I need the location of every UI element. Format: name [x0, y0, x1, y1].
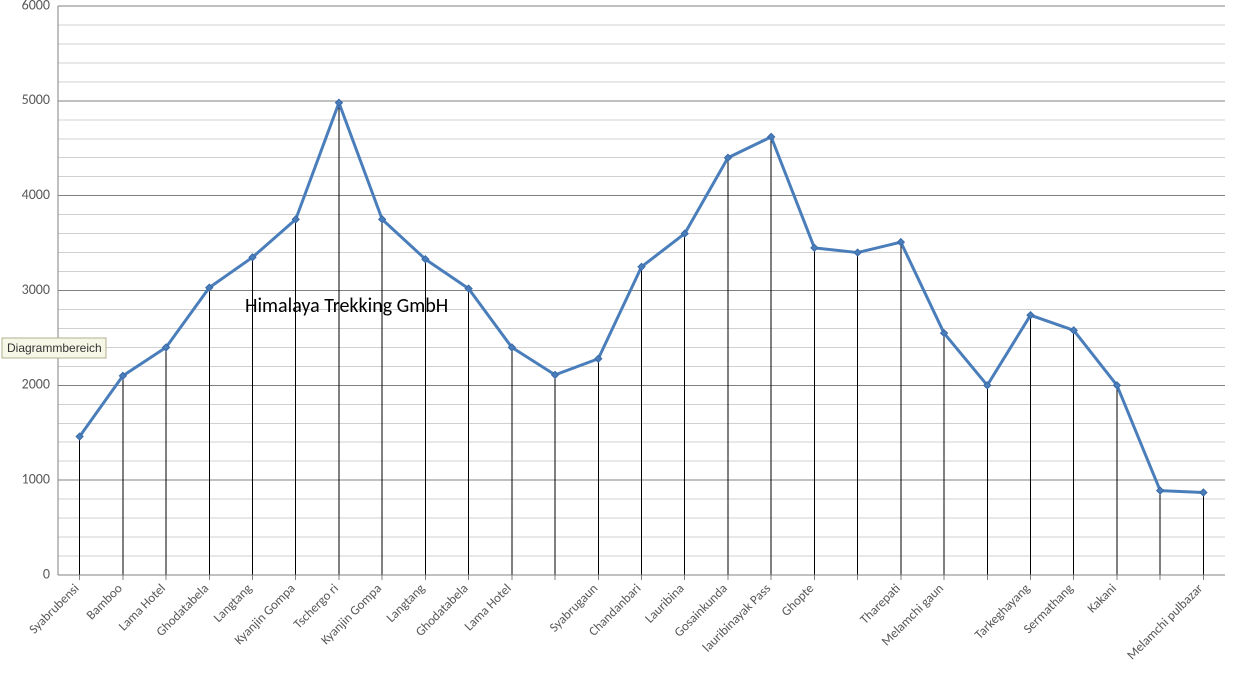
x-tick-label: Tarkeghayang — [972, 581, 1033, 642]
x-tick-label: Lama Hotel — [462, 581, 515, 634]
x-tick-label: Kakani — [1085, 581, 1120, 616]
x-tick-label: Langtang — [384, 581, 428, 625]
x-tick-label: Langtang — [211, 581, 255, 625]
x-tick-label: Syabrubensi — [26, 581, 82, 637]
x-tick-label: Bamboo — [84, 581, 126, 623]
watermark-text: Himalaya Trekking GmbH — [245, 294, 448, 318]
data-marker — [1200, 489, 1207, 496]
x-tick-label: Ghopte — [779, 581, 817, 619]
y-tick-label: 6000 — [22, 0, 50, 13]
x-tick-label: Melamchi pulbazar — [1124, 581, 1206, 663]
y-tick-label: 2000 — [22, 376, 50, 393]
elevation-chart: 0 1000 2000 3000 4000 5000 6000 SyabrubensiBamb… — [0, 0, 1239, 700]
tooltip-label: Diagrammbereich — [7, 341, 102, 355]
y-tick-label: 5000 — [22, 91, 50, 108]
y-tick-label: 3000 — [22, 281, 50, 298]
x-labels: SyabrubensiBambooLama HotelGhodatabelaLa… — [26, 575, 1206, 663]
drop-lines — [80, 103, 1204, 575]
tooltip: Diagrammbereich — [2, 338, 106, 358]
y-tick-label: 1000 — [22, 471, 50, 488]
y-tick-label: 4000 — [22, 186, 50, 203]
y-tick-label: 0 — [43, 565, 50, 582]
data-marker — [854, 249, 861, 256]
